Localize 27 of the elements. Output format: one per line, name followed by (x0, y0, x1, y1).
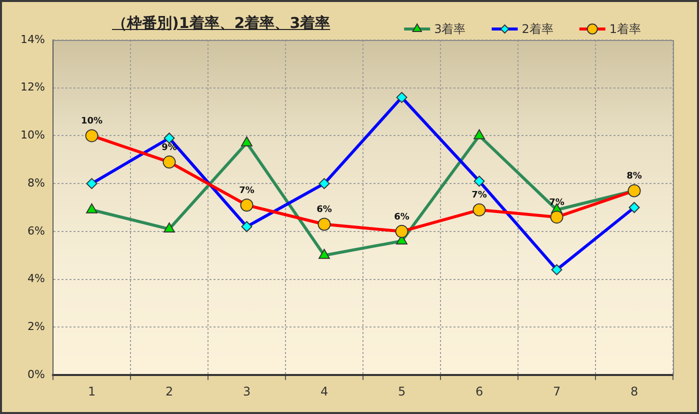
x-tick-label: 6 (475, 384, 484, 398)
legend-label: 1着率 (609, 22, 642, 36)
y-tick-label: 12% (20, 80, 45, 94)
y-tick-label: 14% (20, 32, 45, 46)
data-label: 8% (626, 172, 642, 182)
legend-label: 3着率 (434, 22, 466, 36)
y-tick-label: 2% (28, 320, 45, 333)
x-tick-label: 2 (165, 384, 174, 398)
x-tick-label: 4 (320, 384, 328, 398)
y-tick-label: 10% (20, 128, 45, 142)
y-tick-label: 8% (28, 176, 45, 190)
y-tick-label: 0% (28, 368, 45, 381)
y-tick-label: 4% (28, 272, 45, 286)
data-label: 7% (472, 190, 487, 201)
chart-title: （枠番別)1着率、2着率、3着率 (112, 14, 330, 33)
x-tick-label: 7 (552, 384, 561, 398)
data-label: 10% (80, 116, 103, 127)
x-tick-label: 1 (88, 384, 96, 398)
x-tick-label: 5 (398, 384, 406, 398)
y-tick-label: 6% (28, 224, 45, 238)
data-label: 7% (239, 186, 254, 196)
x-tick-label: 8 (630, 384, 638, 398)
data-label: 6% (316, 205, 332, 216)
x-tick-label: 3 (242, 384, 251, 398)
data-label: 6% (394, 212, 410, 222)
data-label: 9% (162, 142, 177, 153)
legend-label: 2着率 (522, 22, 554, 36)
